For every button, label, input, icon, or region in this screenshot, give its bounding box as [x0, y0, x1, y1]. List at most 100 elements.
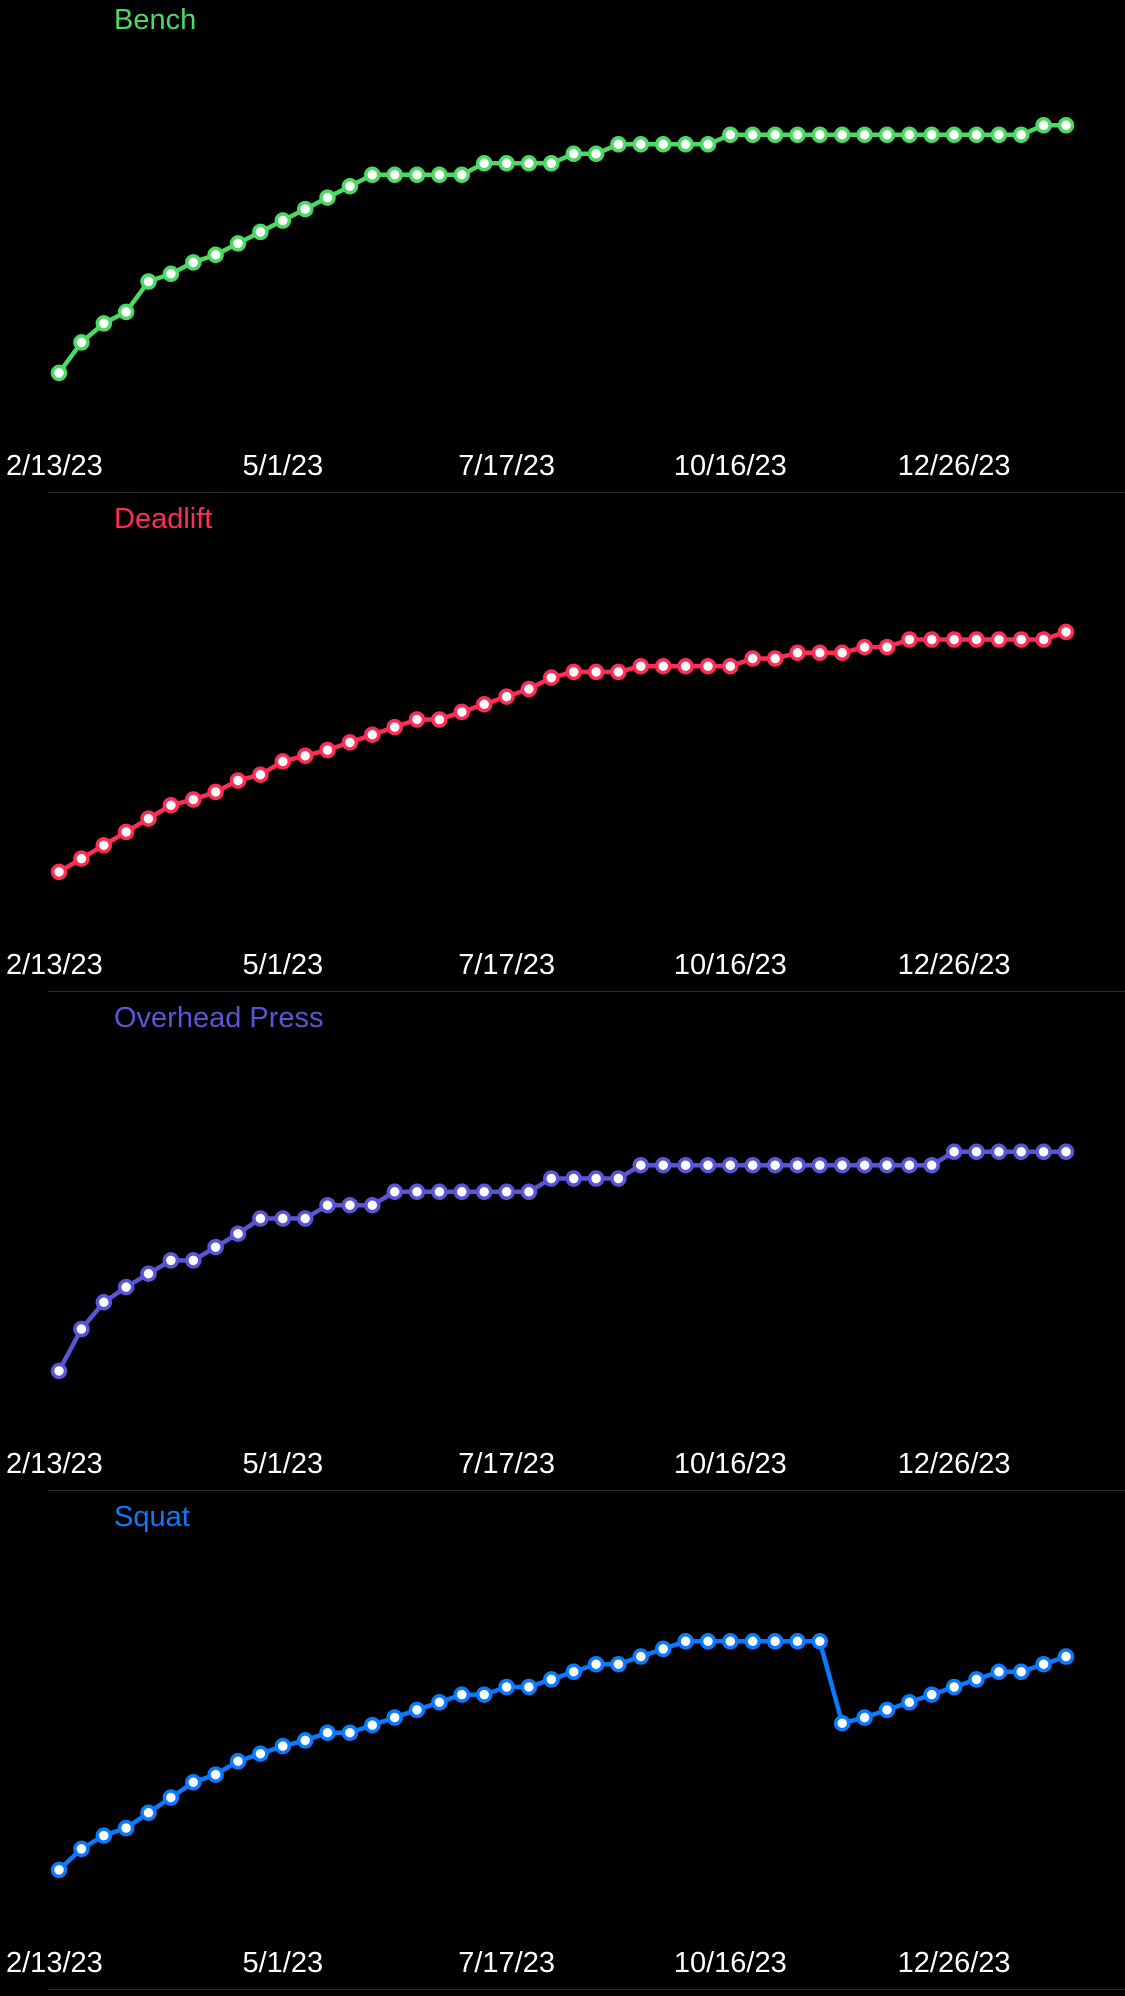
squat-data-point	[520, 1678, 538, 1696]
squat-x-tick-label: 12/26/23	[898, 1947, 1011, 1979]
bench-data-point	[632, 136, 650, 153]
deadlift-data-point	[117, 823, 135, 841]
deadlift-series-line	[56, 629, 1069, 875]
deadlift-data-point	[50, 863, 68, 881]
squat-data-point	[453, 1686, 471, 1703]
bench-x-tick-label: 12/26/23	[898, 450, 1011, 482]
squat-data-point	[543, 1671, 560, 1688]
squat-data-point	[1057, 1648, 1075, 1665]
overhead-press-data-point	[968, 1143, 985, 1161]
deadlift-data-point	[543, 669, 560, 686]
deadlift-data-point	[968, 631, 985, 648]
squat-x-tick-label: 10/16/23	[674, 1947, 787, 1979]
deadlift-chart: Deadlift 2/13/23 5/1/23 7/17/23 10/16/23 12/2…	[0, 499, 1125, 998]
overhead-press-data-point	[811, 1156, 829, 1174]
bench-data-point	[856, 126, 873, 144]
deadlift-data-point	[73, 850, 90, 867]
overhead-press-data-point	[431, 1183, 448, 1201]
overhead-press-data-point	[341, 1196, 359, 1214]
deadlift-data-point	[722, 657, 739, 675]
deadlift-data-point	[654, 657, 672, 675]
squat-data-point	[1035, 1655, 1052, 1673]
deadlift-data-point	[185, 791, 202, 808]
deadlift-data-point	[95, 836, 113, 854]
bench-chart: Bench 2/13/23 5/1/23 7/17/23 10/16/23 12/26/2…	[0, 0, 1125, 499]
bench-data-point	[945, 126, 963, 144]
deadlift-data-point	[766, 650, 784, 667]
overhead-press-data-point	[73, 1320, 90, 1338]
bench-data-point	[654, 136, 672, 153]
squat-data-point	[587, 1655, 605, 1673]
overhead-press-data-point	[654, 1156, 672, 1174]
squat-data-point	[252, 1745, 269, 1762]
deadlift-data-point	[341, 734, 359, 751]
overhead-press-plot-area: 2/13/23 5/1/23 7/17/23 10/16/23 12/26/23	[6, 1143, 1075, 1480]
squat-data-point	[319, 1724, 336, 1741]
deadlift-x-tick-label: 12/26/23	[898, 949, 1011, 981]
squat-data-point	[610, 1655, 627, 1673]
deadlift-data-point	[1012, 631, 1030, 648]
deadlift-data-point	[699, 657, 717, 675]
bench-data-point	[319, 189, 336, 206]
bench-data-point	[475, 155, 493, 172]
squat-data-point	[498, 1678, 515, 1696]
bench-data-point	[1057, 117, 1075, 134]
bench-data-point	[207, 246, 224, 264]
overhead-press-data-point	[543, 1170, 560, 1187]
bench-data-point	[453, 166, 471, 184]
deadlift-data-point	[364, 726, 381, 743]
bench-series-line	[56, 123, 1069, 376]
squat-x-tick-label: 7/17/23	[458, 1947, 555, 1979]
squat-data-point	[945, 1678, 963, 1696]
deadlift-data-point	[610, 663, 627, 681]
overhead-press-data-point	[766, 1156, 784, 1174]
deadlift-plot-area: 2/13/23 5/1/23 7/17/23 10/16/23 12/26/23	[6, 623, 1075, 981]
chart-divider	[48, 1490, 1125, 1491]
overhead-press-data-point	[229, 1225, 247, 1242]
squat-data-point	[677, 1633, 694, 1650]
squat-data-point	[766, 1633, 784, 1650]
squat-data-point	[923, 1686, 940, 1703]
squat-data-point	[744, 1633, 761, 1650]
squat-data-point	[1012, 1663, 1030, 1681]
bench-data-point	[565, 145, 582, 163]
overhead-press-data-point	[95, 1294, 113, 1311]
deadlift-chart-title: Deadlift	[114, 503, 213, 535]
deadlift-data-point	[453, 703, 471, 721]
squat-data-point	[878, 1701, 896, 1719]
overhead-press-data-point	[945, 1143, 963, 1161]
squat-series-line	[56, 1639, 1069, 1873]
squat-plot-area: 2/13/23 5/1/23 7/17/23 10/16/23 12/26/23	[6, 1633, 1075, 1979]
squat-x-tick-label: 2/13/23	[6, 1947, 103, 1979]
deadlift-data-point	[901, 631, 918, 648]
overhead-press-x-tick-label: 5/1/23	[242, 1448, 323, 1480]
overhead-press-data-point	[364, 1196, 381, 1214]
deadlift-data-point	[140, 810, 157, 827]
overhead-press-data-point	[207, 1238, 224, 1256]
bench-data-point	[744, 126, 761, 144]
overhead-press-x-tick-label: 10/16/23	[674, 1448, 787, 1480]
squat-data-point	[901, 1694, 918, 1711]
bench-data-point	[1012, 126, 1030, 144]
squat-data-point	[833, 1714, 851, 1732]
bench-data-point	[117, 303, 135, 321]
bench-data-point	[386, 166, 403, 184]
chart-divider	[48, 991, 1125, 992]
deadlift-data-point	[319, 741, 336, 759]
bench-data-point	[162, 265, 180, 283]
overhead-press-data-point	[162, 1252, 180, 1269]
deadlift-x-tick-label: 10/16/23	[674, 949, 787, 981]
squat-data-point	[565, 1663, 582, 1681]
squat-data-point	[475, 1686, 493, 1703]
deadlift-data-point	[811, 644, 829, 662]
squat-data-point	[789, 1633, 806, 1650]
overhead-press-data-point	[856, 1156, 873, 1174]
squat-x-tick-label: 5/1/23	[242, 1947, 323, 1979]
bench-chart-title: Bench	[114, 4, 197, 36]
bench-data-point	[364, 166, 381, 184]
squat-data-point	[990, 1663, 1008, 1681]
squat-data-point	[968, 1671, 985, 1688]
bench-data-point	[252, 223, 269, 241]
deadlift-data-point	[587, 663, 605, 681]
overhead-press-data-point	[901, 1156, 918, 1174]
